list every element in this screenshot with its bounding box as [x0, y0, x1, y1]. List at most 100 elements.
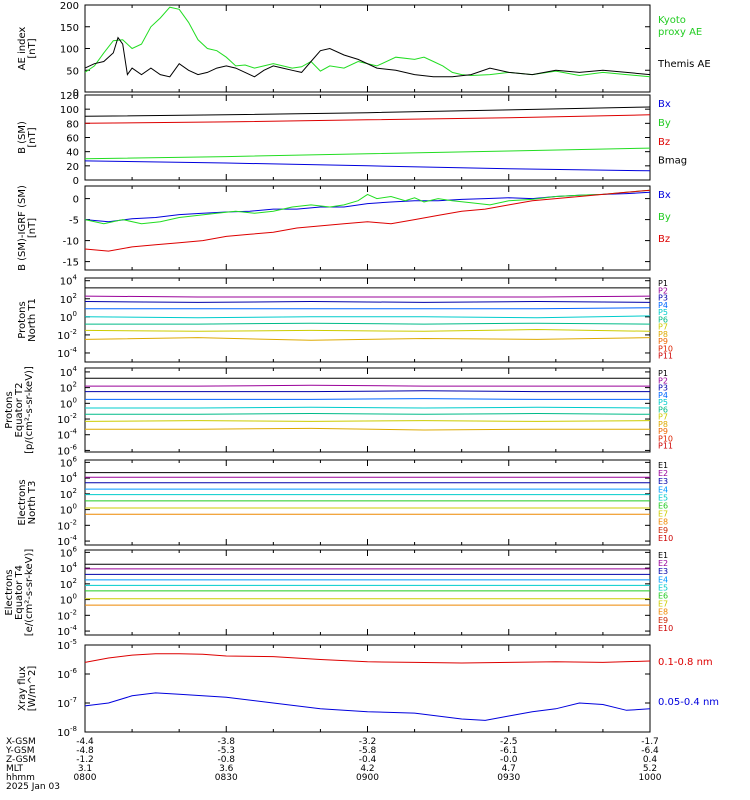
footer-value: -0.4: [359, 755, 377, 765]
legend-entry: E6: [658, 502, 668, 511]
series-line-0-1-0-8-nm: [84, 653, 651, 664]
tick-base: 10: [60, 295, 73, 306]
y-axis-label-line: North T3: [27, 481, 38, 525]
tick-base: 10: [57, 728, 70, 739]
series-line-Bz: [84, 189, 651, 252]
tick-exponent: 0: [73, 593, 77, 601]
legend-entry: P8: [658, 420, 668, 429]
y-tick-label: 10-4: [57, 346, 77, 360]
plot-frame: [84, 277, 651, 363]
legend-entry: E6: [658, 592, 668, 601]
tick-base: 10: [60, 399, 73, 410]
tick-base: 10: [57, 537, 70, 548]
footer-value: -0.8: [217, 755, 235, 765]
y-tick-label: 10-4: [57, 534, 77, 548]
plot-frame: [84, 94, 651, 181]
tick-exponent: -4: [70, 428, 78, 436]
legend-entry: Bx: [658, 99, 671, 110]
y-tick-label: 104: [60, 274, 78, 288]
legend-entry: By: [658, 212, 671, 223]
y-axis-label: AE index[nT]: [17, 27, 38, 71]
footer-value: 0900: [356, 773, 379, 783]
y-tick-label: 10-2: [57, 412, 77, 426]
y-tick-label: 10-6: [57, 667, 77, 681]
series-line-P3: [84, 300, 651, 303]
footer-value: 4.7: [502, 764, 516, 774]
footer-value: -0.0: [500, 755, 518, 765]
y-tick-label: 40: [66, 148, 79, 159]
tick-base: 10: [57, 641, 70, 652]
tick-base: 10: [57, 349, 70, 360]
tick-base: 10: [57, 446, 70, 457]
y-tick-label: 104: [60, 471, 78, 485]
y-tick-label: 20: [66, 162, 79, 173]
legend-entry: P8: [658, 330, 668, 339]
legend-entry: P2: [658, 376, 668, 385]
legend-entry: E8: [658, 608, 668, 617]
series-line-P8: [85, 427, 650, 431]
legend-entry: E1: [658, 551, 668, 560]
tick-base: 10: [60, 506, 73, 517]
y-tick-label: 200: [60, 1, 79, 12]
tick-base: 10: [57, 611, 70, 622]
y-tick-label: 10-2: [57, 518, 77, 532]
y-tick-label: -5: [69, 216, 79, 227]
y-axis-label-line: [W/m^2]: [27, 666, 38, 712]
legend-entry: E2: [658, 469, 668, 478]
y-axis-label: ProtonsNorth T1: [17, 298, 38, 342]
y-tick-label: 10-5: [57, 638, 77, 652]
series-line-Bmag: [84, 106, 651, 117]
y-tick-label: 100: [60, 593, 77, 607]
series-line-Bz: [84, 114, 651, 124]
y-axis-label-line: [nT]: [27, 38, 38, 58]
footer-date: 2025 Jan 03: [6, 782, 60, 792]
footer-value: -3.8: [217, 737, 235, 747]
plot-frame: [84, 367, 651, 453]
footer-value: -4.4: [76, 737, 94, 747]
legend-entry: P2: [658, 286, 668, 295]
series-line-P5: [84, 315, 651, 319]
tick-base: 10: [57, 431, 70, 442]
legend-entry: 0.1-0.8 nm: [658, 657, 713, 668]
y-axis-label-line: North T1: [27, 298, 38, 342]
footer-row-label: hhmm: [6, 773, 35, 783]
footer-value: 3.1: [78, 764, 92, 774]
y-axis-label-line: Xray flux: [17, 666, 28, 711]
y-tick-label: 0: [73, 195, 79, 206]
tick-exponent: 2: [73, 487, 77, 495]
series-line-By: [84, 147, 651, 160]
tick-base: 10: [60, 564, 73, 575]
tick-exponent: 0: [73, 310, 77, 318]
y-axis-label: B (SM)[nT]: [17, 121, 38, 154]
y-tick-label: 50: [66, 66, 79, 77]
tick-exponent: -8: [70, 725, 77, 733]
y-axis-label-line: Electrons: [17, 479, 28, 525]
y-tick-label: 10-6: [57, 443, 77, 457]
footer-row-label: MLT: [6, 764, 24, 774]
y-tick-label: 10-2: [57, 328, 77, 342]
legend-entry: E10: [658, 534, 673, 543]
footer-value: 0800: [74, 773, 97, 783]
y-axis-label-line: B (SM)-IGRF (SM): [17, 185, 28, 271]
y-tick-label: 102: [60, 292, 77, 306]
y-tick-label: 102: [60, 487, 77, 501]
footer-value: -5.8: [359, 746, 377, 756]
y-tick-label: 100: [60, 396, 77, 410]
legend-entry: P1: [658, 279, 668, 288]
legend-entry: Themis AE: [657, 59, 711, 70]
tick-exponent: 2: [73, 292, 77, 300]
tick-exponent: -2: [70, 608, 77, 616]
y-tick-label: 100: [60, 310, 77, 324]
y-tick-label: 100: [60, 45, 79, 56]
legend-entry: Bz: [658, 137, 670, 148]
tick-exponent: -4: [70, 346, 78, 354]
series-line-Bx: [84, 160, 651, 172]
legend-entry: E3: [658, 477, 668, 486]
legend-entry: E4: [658, 575, 668, 584]
y-tick-label: 102: [60, 577, 77, 591]
legend-entry: P6: [658, 315, 668, 324]
legend-entry: P11: [658, 442, 673, 451]
